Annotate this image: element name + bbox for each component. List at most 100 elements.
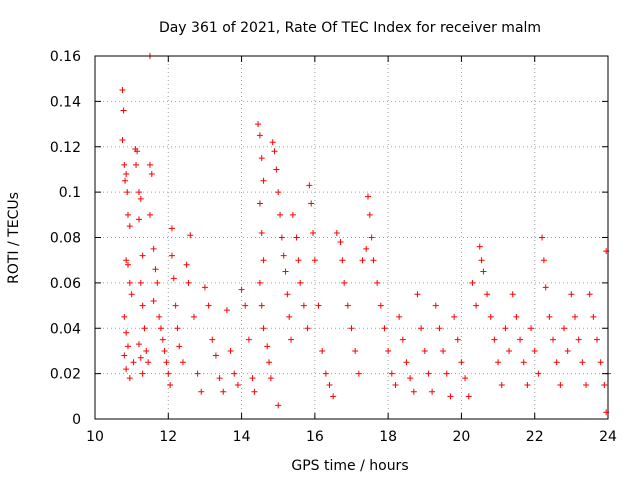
data-point [124, 343, 131, 350]
data-point [216, 375, 223, 382]
data-point [242, 302, 249, 309]
data-point [469, 279, 476, 286]
data-point [381, 325, 388, 332]
data-point [179, 359, 186, 366]
data-point [194, 370, 201, 377]
data-point [256, 279, 263, 286]
data-point [269, 139, 276, 146]
data-point [123, 366, 130, 373]
data-point [306, 182, 313, 189]
data-point [550, 336, 557, 343]
data-point [227, 347, 234, 354]
data-point [476, 243, 483, 250]
data-point [157, 325, 164, 332]
data-point [238, 286, 245, 293]
data-point [255, 121, 262, 128]
data-point [170, 275, 177, 282]
data-point [429, 388, 436, 395]
data-point [163, 359, 170, 366]
data-point [277, 211, 284, 218]
data-point [315, 302, 322, 309]
data-point [517, 336, 524, 343]
data-point [311, 257, 318, 264]
data-point [249, 375, 256, 382]
data-point [473, 302, 480, 309]
data-point [539, 234, 546, 241]
chart-title: Day 361 of 2021, Rate Of TEC Index for r… [159, 20, 541, 36]
data-point [143, 347, 150, 354]
data-point [322, 370, 329, 377]
data-point [520, 359, 527, 366]
data-point [432, 302, 439, 309]
data-point [341, 279, 348, 286]
data-point [295, 257, 302, 264]
data-point [130, 359, 137, 366]
data-point [586, 291, 593, 298]
data-point [293, 234, 300, 241]
data-point [126, 279, 133, 286]
data-point [205, 302, 212, 309]
data-point [454, 336, 461, 343]
data-point [159, 336, 166, 343]
data-point [134, 148, 141, 155]
data-point [126, 375, 133, 382]
y-tick-label: 0.12 [50, 140, 81, 156]
data-point [425, 370, 432, 377]
x-tick-label: 20 [453, 429, 471, 445]
data-point [575, 336, 582, 343]
data-point [137, 354, 144, 361]
data-point [172, 302, 179, 309]
data-point [579, 359, 586, 366]
data-point [495, 359, 502, 366]
data-point [366, 211, 373, 218]
data-point [124, 261, 131, 268]
data-point [120, 107, 127, 114]
data-point [531, 347, 538, 354]
data-point [133, 161, 140, 168]
data-point [601, 381, 608, 388]
data-point [234, 381, 241, 388]
data-point [410, 388, 417, 395]
data-point [535, 370, 542, 377]
data-point [231, 370, 238, 377]
data-point [368, 234, 375, 241]
data-point [122, 177, 129, 184]
data-point [152, 266, 159, 273]
x-tick-label: 12 [159, 429, 177, 445]
data-point [258, 302, 265, 309]
data-point [590, 313, 597, 320]
y-tick-label: 0.06 [50, 276, 81, 292]
x-axis-ticks: 10 12 14 16 18 20 22 24 [86, 56, 617, 445]
data-point [161, 347, 168, 354]
data-point [487, 313, 494, 320]
data-point [245, 336, 252, 343]
data-point [119, 136, 126, 143]
data-point [209, 336, 216, 343]
x-tick-label: 10 [86, 429, 104, 445]
data-point [484, 291, 491, 298]
data-point [124, 211, 131, 218]
data-point [260, 325, 267, 332]
data-point [359, 257, 366, 264]
data-point [168, 225, 175, 232]
data-point [183, 261, 190, 268]
data-point [258, 155, 265, 162]
data-point [421, 347, 428, 354]
data-point [339, 257, 346, 264]
data-point [174, 325, 181, 332]
data-point [146, 211, 153, 218]
data-point [564, 347, 571, 354]
data-point [154, 279, 161, 286]
x-tick-label: 22 [526, 429, 544, 445]
data-point [344, 302, 351, 309]
data-point [121, 161, 128, 168]
data-point [119, 87, 126, 94]
data-point [458, 359, 465, 366]
data-point [156, 313, 163, 320]
data-point [135, 341, 142, 348]
data-point [447, 393, 454, 400]
data-point [271, 148, 278, 155]
data-point [506, 347, 513, 354]
data-point [572, 313, 579, 320]
